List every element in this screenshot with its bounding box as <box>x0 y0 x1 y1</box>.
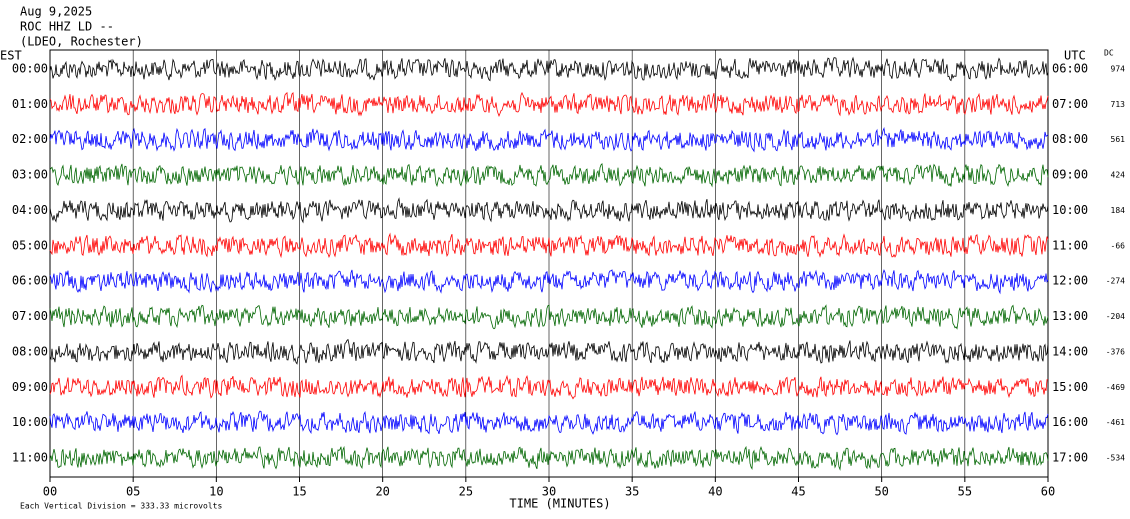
right-axis-title: UTC <box>1064 49 1086 63</box>
dc-value: 713 <box>1111 100 1126 109</box>
row-label: 07:00 <box>12 309 48 323</box>
trace <box>49 91 1049 117</box>
trace <box>49 410 1049 436</box>
trace <box>49 338 1049 365</box>
dc-value: -534 <box>1106 454 1125 463</box>
trace <box>49 374 1049 400</box>
dc-value: 974 <box>1111 65 1126 74</box>
footer: Each Vertical Division = 333.33 microvol… <box>20 502 222 511</box>
utc-label: 17:00 <box>1052 451 1088 465</box>
dc-value: -66 <box>1111 241 1126 250</box>
utc-label: 14:00 <box>1052 344 1088 358</box>
row-label: 04:00 <box>12 203 48 217</box>
dc-value: 561 <box>1111 135 1126 144</box>
row-label: 06:00 <box>12 274 48 288</box>
x-tick-label: 30 <box>542 485 556 499</box>
utc-label: 15:00 <box>1052 380 1088 394</box>
x-tick-label: 10 <box>209 485 223 499</box>
x-tick-label: 45 <box>791 485 805 499</box>
x-axis-title: TIME (MINUTES) <box>509 497 610 511</box>
row-label: 02:00 <box>12 132 48 146</box>
utc-label: 13:00 <box>1052 309 1088 323</box>
utc-label: 16:00 <box>1052 415 1088 429</box>
title-line: (LDEO, Rochester) <box>20 35 143 49</box>
title-line: Aug 9,2025 <box>20 5 92 19</box>
title-line: ROC HHZ LD -- <box>20 20 114 34</box>
row-label: 08:00 <box>12 344 48 358</box>
utc-label: 07:00 <box>1052 97 1088 111</box>
trace <box>49 232 1049 259</box>
x-tick-label: 35 <box>625 485 639 499</box>
x-tick-label: 60 <box>1041 485 1055 499</box>
row-label: 09:00 <box>12 380 48 394</box>
utc-label: 12:00 <box>1052 274 1088 288</box>
x-tick-label: 15 <box>292 485 306 499</box>
dc-value: -376 <box>1106 347 1125 356</box>
dc-title: DC <box>1104 49 1114 58</box>
row-label: 11:00 <box>12 451 48 465</box>
trace <box>49 197 1049 224</box>
row-label: 01:00 <box>12 97 48 111</box>
dc-value: -204 <box>1106 312 1125 321</box>
left-axis-title: EST <box>0 49 22 63</box>
dc-value: -274 <box>1106 277 1125 286</box>
dc-value: 184 <box>1111 206 1126 215</box>
row-label: 00:00 <box>12 62 48 76</box>
trace <box>49 163 1049 188</box>
x-tick-label: 05 <box>126 485 140 499</box>
trace <box>49 56 1049 82</box>
row-label: 03:00 <box>12 168 48 182</box>
dc-value: -461 <box>1106 418 1125 427</box>
trace <box>49 269 1049 295</box>
utc-label: 11:00 <box>1052 238 1088 252</box>
x-tick-label: 40 <box>708 485 722 499</box>
x-tick-label: 25 <box>459 485 473 499</box>
x-tick-label: 20 <box>375 485 389 499</box>
utc-label: 10:00 <box>1052 203 1088 217</box>
trace <box>49 304 1049 330</box>
dc-value: -469 <box>1106 383 1125 392</box>
row-label: 10:00 <box>12 415 48 429</box>
trace <box>49 445 1049 471</box>
utc-label: 06:00 <box>1052 62 1088 76</box>
x-tick-label: 50 <box>874 485 888 499</box>
row-label: 05:00 <box>12 238 48 252</box>
x-tick-label: 55 <box>958 485 972 499</box>
utc-label: 08:00 <box>1052 132 1088 146</box>
trace <box>49 126 1049 153</box>
x-tick-label: 00 <box>43 485 57 499</box>
dc-value: 424 <box>1111 171 1126 180</box>
utc-label: 09:00 <box>1052 168 1088 182</box>
